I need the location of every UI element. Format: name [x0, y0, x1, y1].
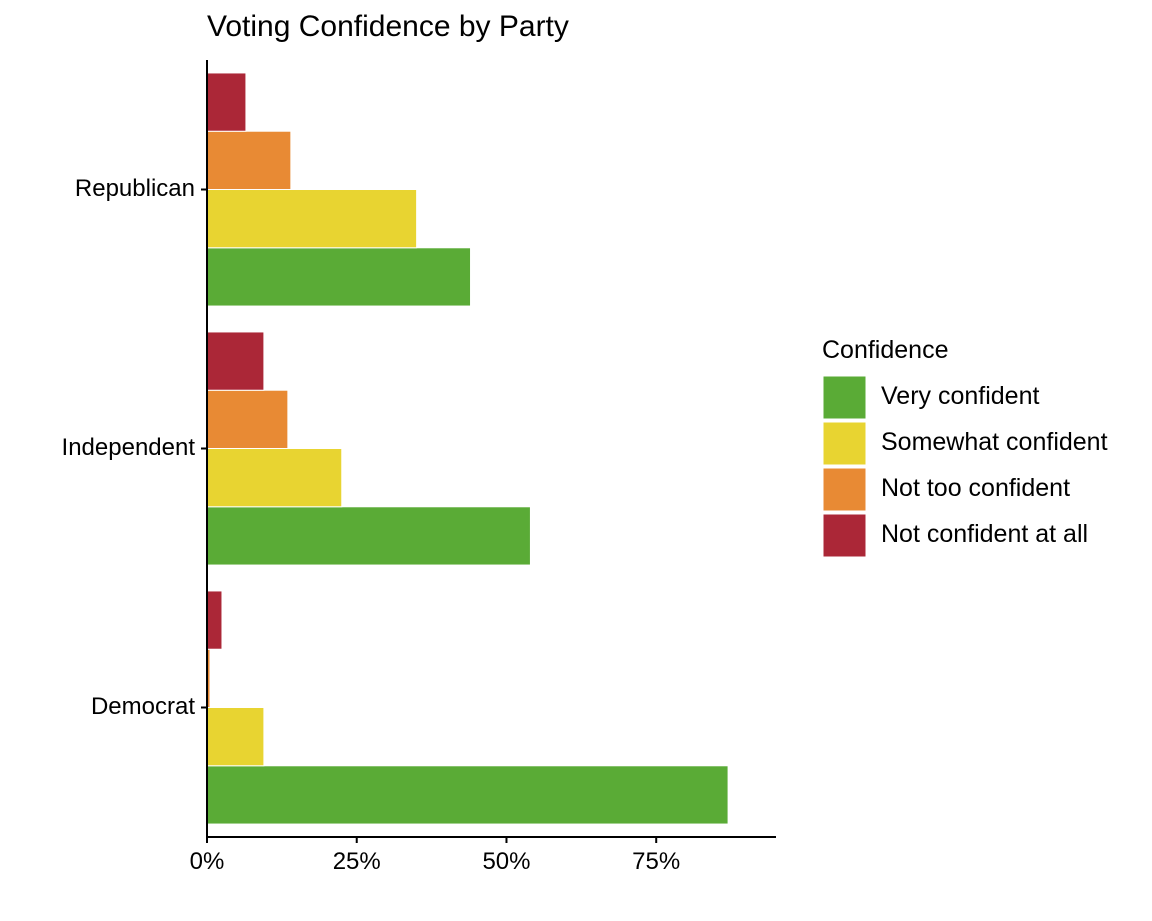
bar-democrat-not-confident-at-all	[206, 590, 223, 650]
axes-group: Republican Independent Democrat 0% 25% 50% 75%	[62, 60, 776, 875]
bars-group	[206, 72, 729, 825]
bar-republican-very-confident	[206, 247, 472, 307]
legend-label: Somewhat confident	[881, 428, 1108, 456]
legend-label: Not confident at all	[881, 520, 1088, 548]
x-tick-label: 0%	[190, 848, 225, 875]
bar-republican-not-confident-at-all	[206, 72, 247, 132]
legend-key	[822, 467, 867, 512]
bar-independent-somewhat-confident	[206, 448, 343, 508]
y-tick-label: Democrat	[91, 693, 195, 720]
chart-title: Voting Confidence by Party	[207, 10, 569, 43]
legend-key	[822, 513, 867, 558]
bar-independent-very-confident	[206, 506, 531, 566]
bar-republican-not-too-confident	[206, 130, 292, 191]
x-tick-label: 75%	[632, 848, 680, 875]
bar-independent-not-too-confident	[206, 389, 289, 450]
x-tick-label: 50%	[482, 848, 530, 875]
y-tick-label: Independent	[62, 434, 196, 461]
x-tick-label: 25%	[333, 848, 381, 875]
bar-republican-somewhat-confident	[206, 189, 418, 249]
legend-title: Confidence	[822, 336, 948, 364]
legend-key	[822, 421, 867, 466]
y-tick-label: Republican	[75, 175, 195, 202]
legend-key	[822, 375, 867, 420]
bar-democrat-very-confident	[206, 765, 729, 825]
legend-label: Very confident	[881, 382, 1039, 410]
bar-independent-not-confident-at-all	[206, 331, 265, 391]
legend: Confidence Very confident Somewhat confid…	[822, 336, 1108, 558]
bar-democrat-somewhat-confident	[206, 707, 265, 767]
legend-label: Not too confident	[881, 474, 1070, 502]
